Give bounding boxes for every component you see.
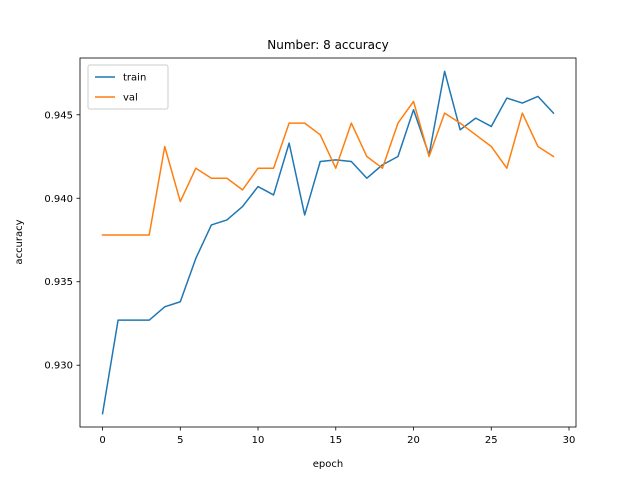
x-tick-label: 30 <box>563 435 576 446</box>
legend-label-train: train <box>123 73 146 84</box>
legend-label-val: val <box>123 93 138 104</box>
axes-frame <box>79 57 577 428</box>
x-tick-label: 5 <box>177 435 183 446</box>
series-line-train <box>101 70 555 415</box>
series-line-val <box>101 100 555 236</box>
x-tick-label: 25 <box>485 435 498 446</box>
y-tick-label: 0.940 <box>44 194 73 205</box>
legend-box <box>87 64 169 110</box>
x-tick-label: 10 <box>252 435 265 446</box>
plot-area: 0 5 10 15 20 25 30 0.930 0.935 0.940 0.945 train val <box>44 57 577 446</box>
x-axis-label: epoch <box>313 459 343 470</box>
y-tick-label: 0.935 <box>44 277 73 288</box>
y-tick-label: 0.930 <box>44 361 73 372</box>
x-tick-label: 0 <box>99 435 105 446</box>
y-tick-label: 0.945 <box>44 110 73 121</box>
y-axis-label: accuracy <box>14 219 25 264</box>
chart-title: Number: 8 accuracy <box>267 38 388 52</box>
x-tick-label: 15 <box>329 435 342 446</box>
x-tick-label: 20 <box>407 435 420 446</box>
